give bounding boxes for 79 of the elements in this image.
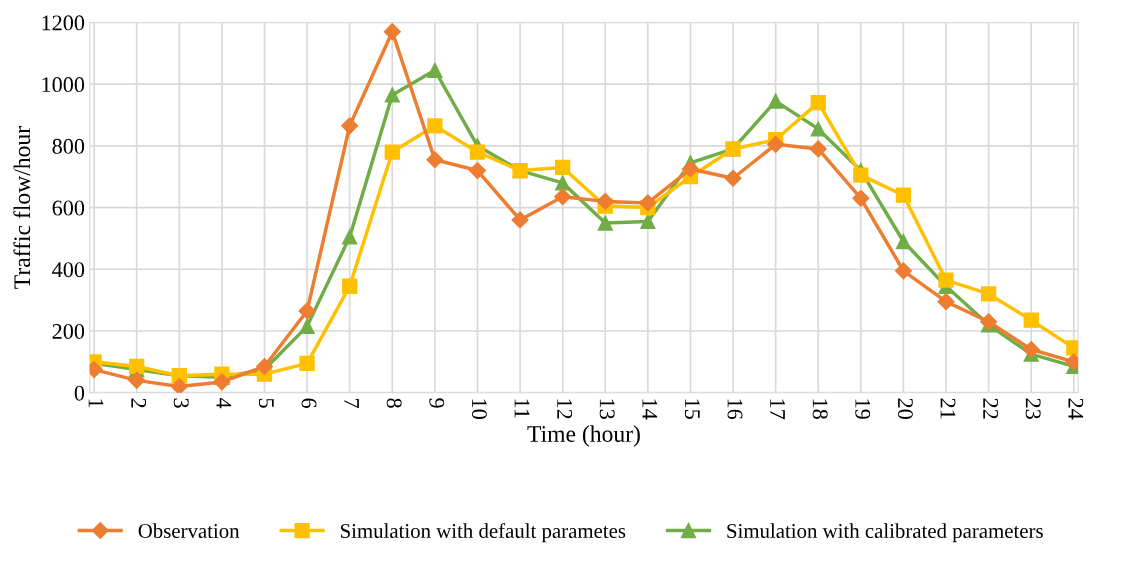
- point: [853, 167, 869, 183]
- point: [640, 213, 656, 230]
- x-tick-label: 4: [216, 398, 232, 409]
- y-tick-label: 800: [52, 138, 85, 154]
- point: [810, 95, 826, 111]
- x-tick-label: 10: [471, 399, 487, 419]
- point: [681, 160, 700, 178]
- point: [383, 23, 401, 41]
- x-tick-label: 12: [557, 399, 573, 419]
- x-axis-title: Time (hour): [527, 425, 640, 447]
- point: [980, 286, 997, 302]
- point: [298, 302, 316, 320]
- x-tick-label: 16: [727, 399, 743, 420]
- point: [469, 144, 486, 160]
- x-tick-label: 22: [983, 398, 998, 419]
- point: [639, 194, 657, 212]
- point: [937, 293, 955, 311]
- point: [299, 318, 315, 335]
- point: [555, 159, 571, 176]
- x-tick-label: 21: [940, 398, 956, 419]
- x-tick-label: 24: [1068, 398, 1084, 420]
- x-tick-label: 20: [897, 398, 913, 419]
- point: [895, 187, 912, 203]
- y-axis-title: Traffic flow/hour: [13, 126, 31, 289]
- x-tick-label: 11: [514, 399, 530, 418]
- point: [427, 118, 443, 134]
- point: [554, 188, 572, 206]
- point: [596, 192, 614, 210]
- legend-label: Observation: [138, 523, 240, 539]
- x-tick-label: 17: [770, 399, 785, 420]
- x-tick-label: 3: [173, 398, 189, 408]
- point: [809, 140, 827, 158]
- legend-label: Simulation with default parametes: [340, 523, 626, 543]
- point: [384, 144, 400, 160]
- x-tick-label: 13: [599, 399, 615, 419]
- y-tick-label: 600: [52, 200, 85, 216]
- point: [128, 371, 146, 389]
- point: [1023, 312, 1039, 328]
- point: [724, 169, 742, 187]
- point: [468, 161, 487, 180]
- point: [341, 117, 359, 135]
- point: [384, 87, 400, 103]
- y-tick-label: 200: [52, 323, 85, 339]
- point: [894, 262, 912, 280]
- point: [255, 357, 274, 376]
- x-tick-label: 9: [429, 398, 445, 408]
- point: [852, 189, 870, 207]
- x-tick-label: 8: [386, 398, 402, 408]
- x-tick-label: 18: [812, 399, 828, 419]
- point: [1022, 340, 1040, 359]
- point: [767, 135, 785, 153]
- point: [427, 62, 443, 78]
- point: [342, 229, 358, 245]
- point: [938, 272, 954, 288]
- x-tick-label: 2: [131, 398, 147, 408]
- x-tick-label: 7: [344, 399, 359, 409]
- point: [810, 121, 826, 137]
- x-tick-label: 23: [1025, 398, 1041, 419]
- point: [299, 355, 315, 372]
- x-tick-label: 1: [88, 399, 104, 408]
- x-tick-label: 6: [301, 398, 317, 409]
- point: [555, 175, 571, 191]
- point: [213, 373, 231, 391]
- point: [511, 211, 529, 229]
- y-tick-label: 400: [52, 262, 85, 278]
- point: [895, 233, 912, 250]
- point: [170, 377, 188, 393]
- legend-label: Simulation with calibrated parameters: [727, 523, 1043, 543]
- point: [342, 278, 358, 294]
- point: [426, 151, 444, 169]
- x-tick-label: 15: [684, 399, 700, 419]
- y-tick-label: 1200: [42, 15, 85, 31]
- x-tick-label: 5: [258, 398, 274, 408]
- point: [768, 93, 784, 109]
- x-tick-label: 19: [855, 399, 871, 419]
- y-tick-label: 0: [74, 385, 85, 401]
- point: [597, 215, 613, 231]
- y-tick-label: 1000: [42, 77, 85, 93]
- x-tick-label: 14: [642, 399, 658, 420]
